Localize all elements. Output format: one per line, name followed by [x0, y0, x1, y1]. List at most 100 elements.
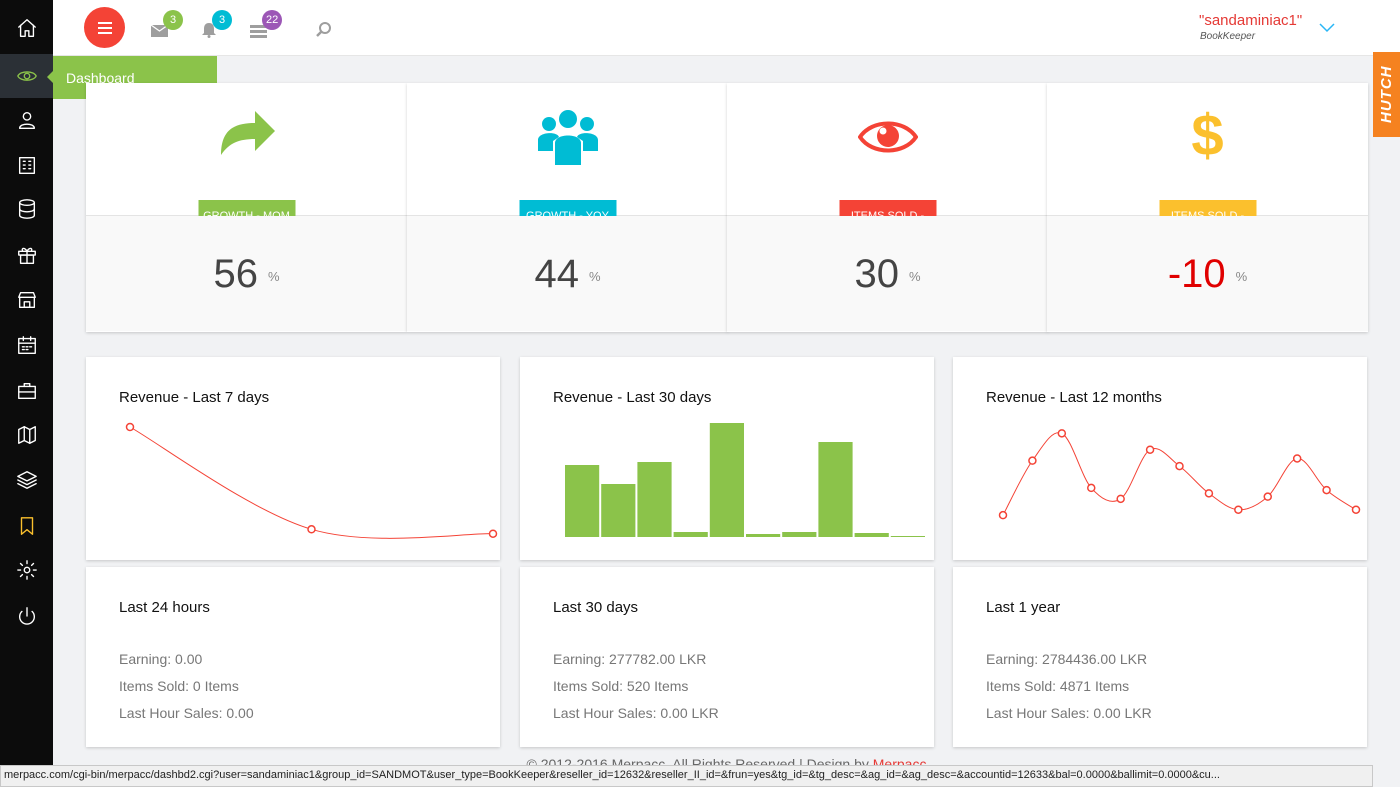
stat-unit: %	[588, 268, 601, 284]
users-icon	[537, 110, 598, 165]
menu-icon	[97, 21, 112, 34]
summary-title: Last 30 days	[553, 599, 639, 616]
mail-button[interactable]: 3	[150, 10, 183, 38]
summary-card-30-days: Last 30 days Earning: 277782.00 LKR Item…	[520, 567, 934, 747]
chevron-down-icon[interactable]	[1319, 20, 1335, 34]
revenue-7-days-chart	[125, 422, 498, 539]
chart-card-12-months: Revenue - Last 12 months	[953, 357, 1367, 560]
data-point[interactable]	[307, 525, 316, 534]
chart-card-7-days: Revenue - Last 7 days	[86, 357, 500, 560]
data-point[interactable]	[1087, 483, 1096, 493]
topbar: 3 3 22 "sandaminiac1" BookKeeper	[53, 0, 1400, 56]
dollar-icon: $	[1191, 103, 1224, 168]
summary-card-24-hours: Last 24 hours Earning: 0.00 Items Sold: …	[86, 567, 500, 747]
data-point[interactable]	[1028, 456, 1037, 465]
bar[interactable]	[673, 532, 708, 537]
tasks-button[interactable]: 22	[250, 10, 283, 38]
bar[interactable]	[890, 536, 925, 537]
summary-last-hour-sales: Last Hour Sales: 0.00 LKR	[986, 705, 1152, 721]
summary-title: Last 24 hours	[119, 599, 210, 616]
chart-title: Revenue - Last 7 days	[119, 389, 270, 406]
stat-card-items-sold-yoy: $ ITEMS SOLD - YOY -10%	[1047, 83, 1368, 332]
series-line	[129, 426, 494, 539]
database-icon[interactable]	[0, 187, 53, 231]
building-icon[interactable]	[0, 143, 53, 187]
data-point[interactable]	[1263, 492, 1272, 501]
notification-button[interactable]: 3	[200, 10, 232, 38]
gift-icon[interactable]	[0, 233, 53, 277]
search-icon	[316, 22, 331, 37]
stat-unit: %	[1235, 268, 1248, 284]
summary-earning: Earning: 0.00	[119, 651, 203, 667]
chart-title: Revenue - Last 12 months	[986, 389, 1162, 406]
map-icon[interactable]	[0, 413, 53, 457]
search-button[interactable]	[315, 22, 333, 38]
stat-value: 30	[854, 252, 899, 296]
share-arrow-icon	[220, 111, 275, 155]
summary-card-1-year: Last 1 year Earning: 2784436.00 LKR Item…	[953, 567, 1367, 747]
series-line	[1002, 432, 1357, 516]
summary-items-sold: Items Sold: 4871 Items	[986, 678, 1130, 694]
bar[interactable]	[818, 442, 853, 537]
user-role: BookKeeper	[1200, 31, 1256, 42]
power-icon[interactable]	[0, 594, 53, 638]
data-point[interactable]	[1175, 461, 1184, 471]
stat-value: -10	[1167, 252, 1226, 296]
bookmark-icon[interactable]	[0, 504, 53, 548]
data-point[interactable]	[1351, 505, 1361, 514]
revenue-30-days-chart	[565, 423, 925, 537]
revenue-12-months-chart	[998, 429, 1361, 520]
eye-icon	[857, 121, 918, 153]
stat-card-items-sold-mom: ITEMS SOLD - MOM 30%	[727, 83, 1048, 332]
stat-value: 56	[213, 252, 258, 296]
layers-icon[interactable]	[0, 458, 53, 502]
data-point[interactable]	[1116, 494, 1125, 504]
data-point[interactable]	[1204, 489, 1214, 498]
summary-items-sold: Items Sold: 0 Items	[119, 678, 239, 694]
store-icon[interactable]	[0, 278, 53, 322]
hutch-brand-tab[interactable]: HUTCH	[1373, 52, 1400, 137]
data-point[interactable]	[998, 510, 1008, 520]
eye-icon[interactable]	[0, 54, 53, 98]
data-point[interactable]	[1234, 505, 1243, 514]
bar[interactable]	[637, 462, 672, 537]
mail-count-badge: 3	[163, 10, 183, 30]
data-point[interactable]	[1057, 429, 1067, 438]
bar[interactable]	[746, 534, 781, 537]
bar[interactable]	[854, 533, 889, 537]
stat-card-growth-yoy: GROWTH - YOY 44%	[407, 83, 728, 332]
briefcase-icon[interactable]	[0, 369, 53, 413]
bar[interactable]	[601, 484, 636, 537]
summary-title: Last 1 year	[986, 599, 1061, 616]
bar[interactable]	[565, 465, 600, 537]
bell-icon	[202, 23, 216, 38]
user-name[interactable]: "sandaminiac1"	[1199, 12, 1303, 29]
notification-count-badge: 3	[212, 10, 232, 30]
menu-button[interactable]	[84, 7, 125, 48]
stat-card-growth-mom: GROWTH - MOM 56%	[86, 83, 407, 332]
bar[interactable]	[709, 423, 744, 537]
summary-earning: Earning: 2784436.00 LKR	[986, 651, 1148, 667]
summary-items-sold: Items Sold: 520 Items	[553, 678, 689, 694]
data-point[interactable]	[1292, 454, 1302, 463]
data-point[interactable]	[488, 529, 498, 538]
stat-value: 44	[534, 252, 579, 296]
tasks-icon	[250, 25, 267, 38]
status-bar-url: merpacc.com/cgi-bin/merpacc/dashbd2.cgi?…	[0, 765, 1373, 787]
summary-last-hour-sales: Last Hour Sales: 0.00	[119, 705, 254, 721]
chart-title: Revenue - Last 30 days	[553, 389, 712, 406]
settings-icon[interactable]	[0, 548, 53, 592]
calendar-icon[interactable]	[0, 323, 53, 367]
stat-unit: %	[908, 268, 921, 284]
data-point[interactable]	[125, 422, 135, 432]
bar[interactable]	[782, 532, 817, 537]
data-point[interactable]	[1145, 445, 1155, 454]
user-icon[interactable]	[0, 98, 53, 142]
home-icon[interactable]	[0, 6, 53, 50]
stat-unit: %	[267, 268, 280, 284]
chart-card-30-days: Revenue - Last 30 days	[520, 357, 934, 560]
data-point[interactable]	[1322, 485, 1331, 495]
tasks-count-badge: 22	[262, 10, 283, 30]
summary-earning: Earning: 277782.00 LKR	[553, 651, 707, 667]
sidebar	[0, 0, 53, 787]
